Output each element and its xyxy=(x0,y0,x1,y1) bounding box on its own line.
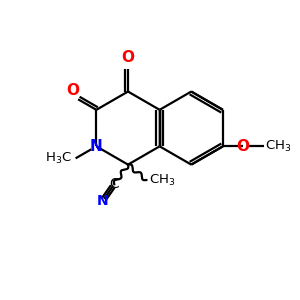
Text: CH$_3$: CH$_3$ xyxy=(149,172,176,188)
Text: CH$_3$: CH$_3$ xyxy=(265,139,292,154)
Text: O: O xyxy=(122,50,134,65)
Text: N: N xyxy=(90,139,103,154)
Text: H$_3$C: H$_3$C xyxy=(45,151,72,166)
Text: C: C xyxy=(110,177,119,191)
Text: N: N xyxy=(97,194,108,208)
Text: O: O xyxy=(66,83,80,98)
Text: O: O xyxy=(237,139,250,154)
